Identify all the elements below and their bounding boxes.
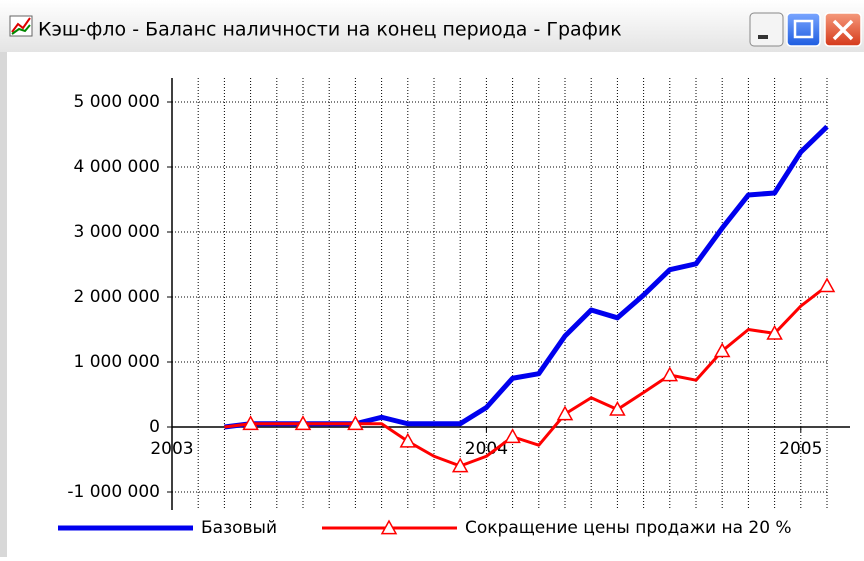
series-line	[224, 284, 828, 468]
close-button[interactable]	[824, 12, 862, 47]
data-point	[556, 405, 574, 421]
y-tick-label: 1 000 000	[73, 352, 160, 372]
legend-marker	[380, 519, 398, 535]
title-bar	[0, 0, 864, 52]
data-point	[609, 400, 626, 416]
minimize-button[interactable]	[749, 12, 784, 47]
data-point	[661, 366, 679, 382]
y-tick-label: -1 000 000	[67, 482, 160, 502]
y-tick-label: 4 000 000	[73, 157, 160, 177]
window-title: Кэш-фло - Баланс наличности на конец пер…	[38, 19, 622, 41]
legend-label: Сокращение цены продажи на 20 %	[465, 518, 792, 538]
x-tick-label: 2005	[779, 439, 822, 459]
data-point	[451, 457, 469, 473]
data-point	[713, 342, 731, 358]
data-point	[294, 415, 312, 431]
maximize-button[interactable]	[786, 12, 821, 47]
y-tick-label: 5 000 000	[73, 92, 160, 112]
y-tick-label: 3 000 000	[73, 222, 160, 242]
data-point	[818, 277, 836, 293]
data-point	[242, 415, 259, 431]
data-point	[399, 432, 417, 448]
x-tick-label: 2003	[150, 439, 193, 459]
data-point	[766, 324, 783, 340]
data-point	[347, 415, 364, 431]
y-tick-label: 2 000 000	[73, 287, 160, 307]
legend-label: Базовый	[201, 518, 277, 538]
window-border	[0, 52, 7, 557]
x-tick-label: 2004	[465, 439, 508, 459]
data-point	[504, 428, 521, 444]
y-tick-label: 0	[149, 417, 160, 437]
app-icon	[9, 15, 33, 37]
